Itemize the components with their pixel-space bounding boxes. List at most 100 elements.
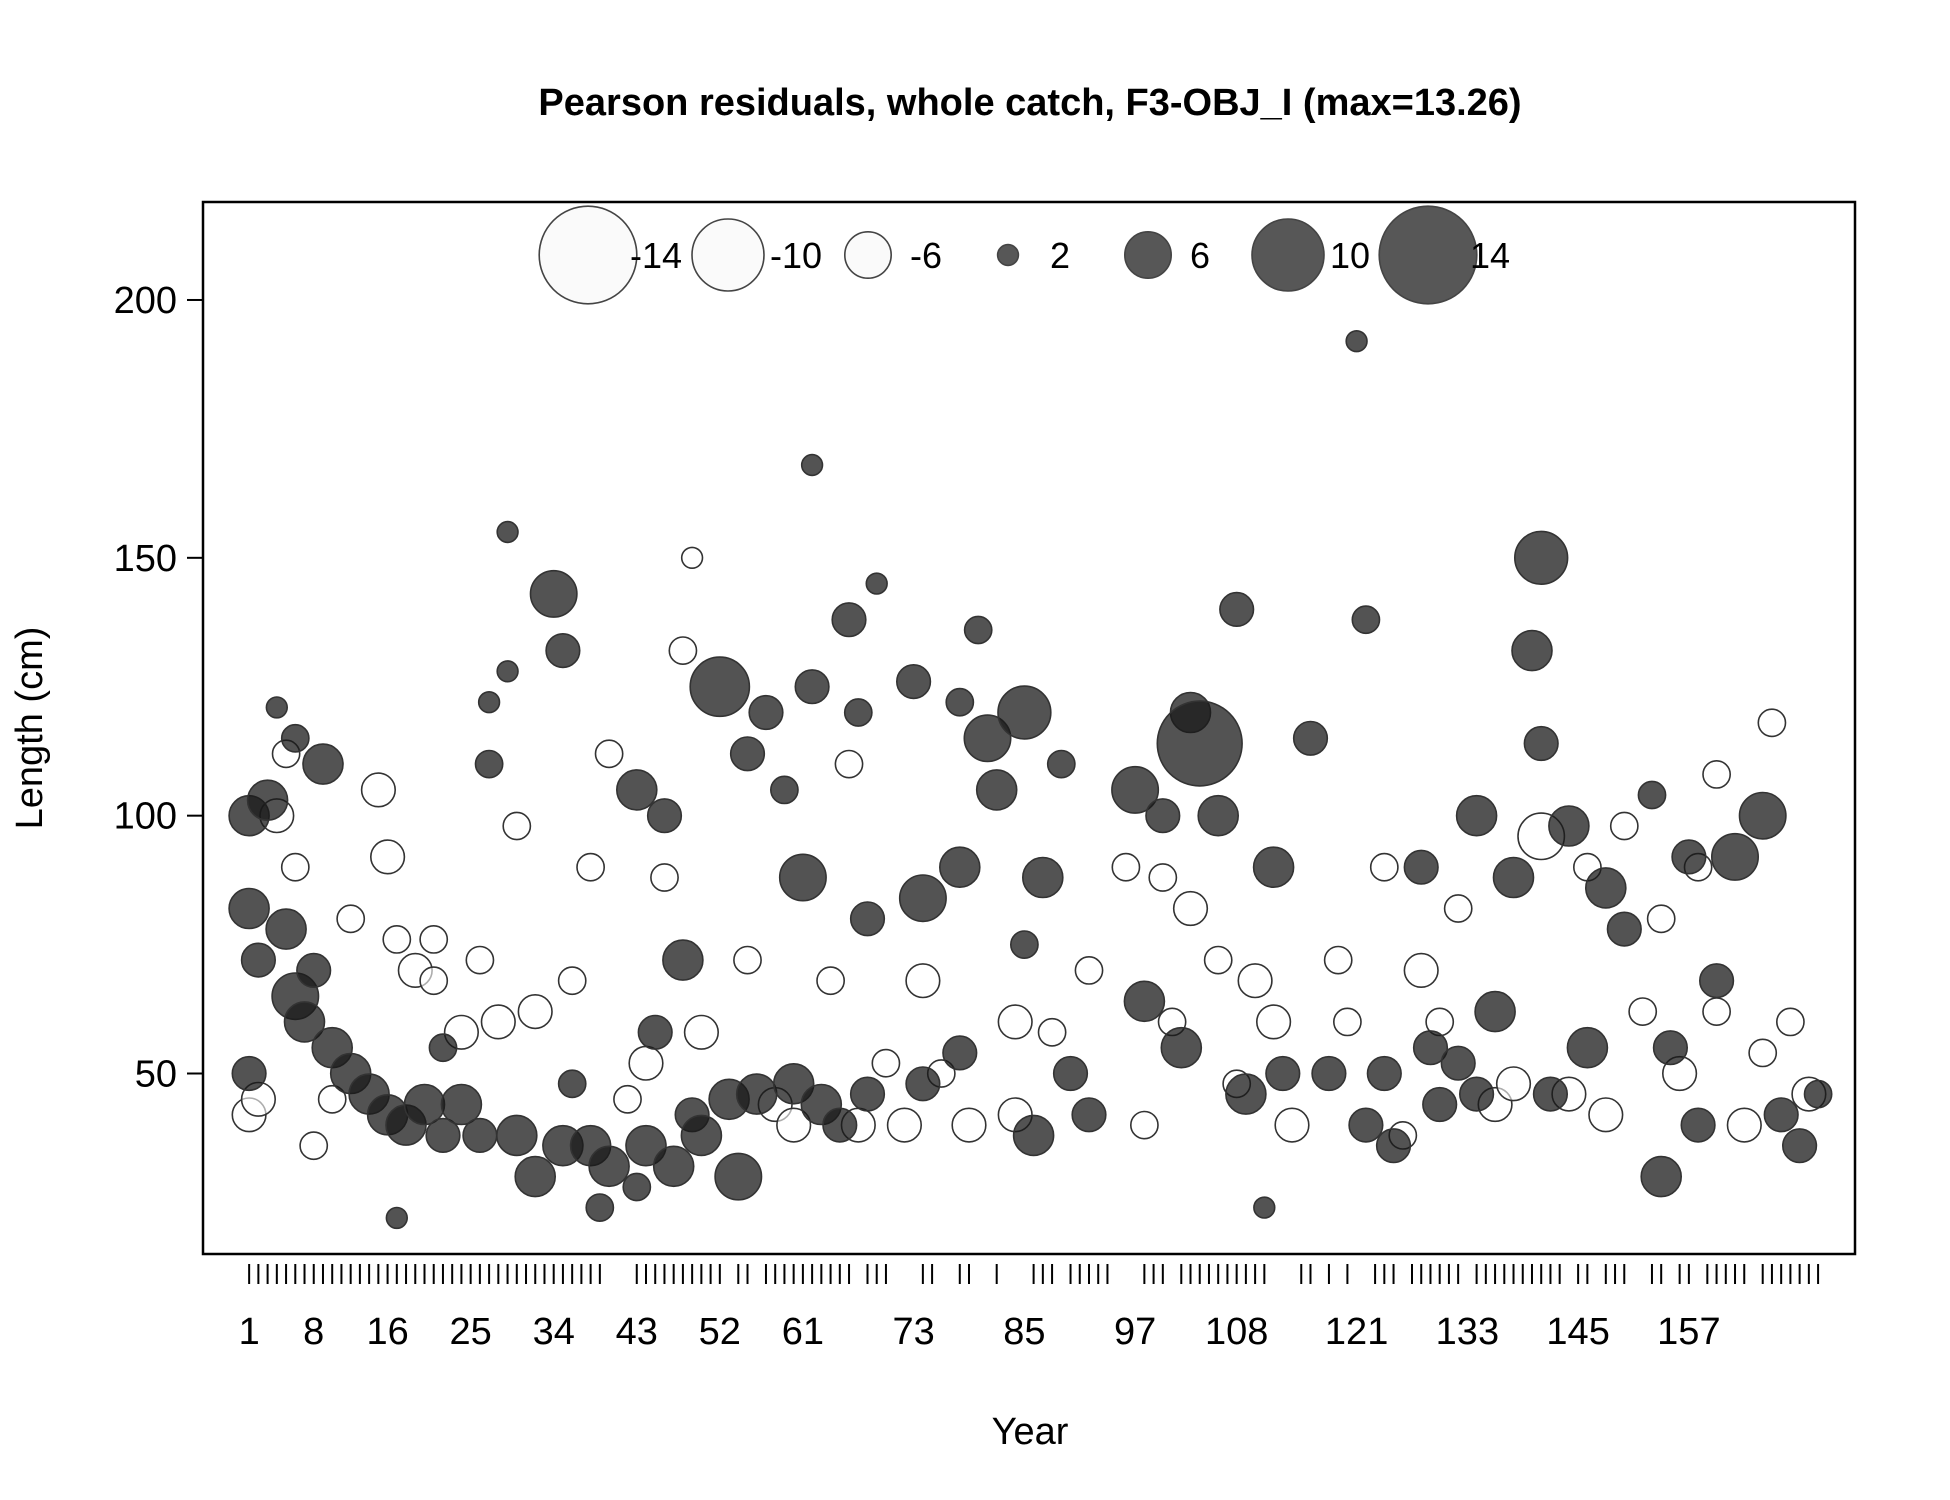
positive-residual-point [246,779,289,822]
negative-residual-point [733,945,762,975]
positive-residual-point [1474,990,1516,1033]
positive-residual-point [1523,725,1559,762]
negative-residual-point [360,772,397,808]
negative-residual-point [1609,811,1639,841]
positive-residual-point [849,901,886,937]
positive-residual-point [585,1193,615,1223]
positive-residual-point [1403,849,1439,885]
negative-residual-point [1702,760,1732,789]
positive-residual-point [945,687,975,717]
positive-residual-point [496,520,519,544]
chart-title: Pearson residuals, whole catch, F3-OBJ_I… [538,82,1521,124]
negative-residual-point [576,852,606,882]
positive-residual-point [1412,1030,1449,1066]
negative-residual-point [871,1048,901,1078]
negative-residual-point [370,839,406,875]
positive-residual-point [496,660,519,683]
positive-residual-point [1511,629,1553,672]
positive-residual-point [652,1145,695,1188]
legend-symbol [538,205,638,305]
positive-residual-point [265,908,307,950]
x-axis-label: Year [992,1411,1069,1453]
legend: -14 -10 -6 2 6 10 14 [538,205,1510,305]
negative-residual-point [1333,1007,1362,1037]
positive-residual-point [849,1076,886,1112]
positive-residual-point [265,696,288,719]
x-tick-label: 157 [1657,1311,1720,1353]
negative-residual-point [382,925,412,954]
legend-label: 6 [1190,235,1210,276]
legend-label: -14 [630,235,682,276]
positive-residual-point [997,685,1052,740]
x-tick-label: 145 [1546,1311,1609,1353]
positive-residual-point [1253,1196,1276,1219]
positive-residual-point [545,632,581,669]
negative-residual-point [776,1107,812,1143]
x-axis: 1 8 16 25 34 43 52 61 73 85 97 108 121 133 145 157 [239,1264,1820,1353]
negative-residual-point [834,749,864,779]
negative-residual-point [1172,890,1209,927]
positive-residual-point [770,775,799,805]
positive-residual-point [1671,839,1707,875]
y-tick-label: 150 [114,538,177,580]
positive-residual-point [1348,1107,1384,1143]
negative-residual-point [299,1131,329,1161]
negative-residual-point [1702,997,1732,1027]
positive-residual-point [975,769,1018,811]
negative-residual-point [668,636,698,666]
positive-residual-point [1197,794,1239,837]
positive-residual-point [1265,1055,1301,1092]
negative-residual-point [997,1004,1033,1040]
positive-residual-point [1513,530,1569,585]
x-tick-label: 25 [450,1311,492,1353]
positive-residual-point [615,769,658,811]
negative-residual-point [336,904,366,934]
positive-residual-point [1548,805,1590,847]
negative-residual-point [1130,1110,1159,1140]
positive-residual-point [1145,798,1181,834]
positive-residual-point [1637,780,1667,810]
negative-residual-point [1646,904,1676,934]
x-tick-label: 121 [1325,1311,1388,1353]
positive-residual-point [428,1033,458,1063]
positive-residual-point [1052,1055,1089,1092]
positive-residual-point [385,1206,408,1230]
y-tick-label: 100 [114,796,177,838]
positive-residual-point [1652,1030,1688,1066]
y-tick-label: 50 [135,1054,177,1096]
negative-residual-point [317,1084,347,1114]
legend-symbol [1251,218,1325,292]
legend-label: 2 [1050,235,1070,276]
negative-residual-point [557,966,587,996]
y-axis: 50 100 150 200 [114,280,203,1096]
positive-residual-point [1111,765,1160,814]
negative-residual-point [628,1045,664,1081]
positive-residual-point [963,714,1012,763]
negative-residual-point [1203,945,1233,975]
legend-symbol [843,231,892,280]
x-tick-label: 73 [892,1311,934,1353]
positive-residual-point [474,749,504,779]
positive-residual-point [865,572,888,595]
positive-residual-point [302,743,344,785]
negative-residual-point [650,863,679,892]
positive-residual-point [895,663,932,700]
negative-residual-point [1726,1107,1762,1143]
negative-residual-point [1443,894,1473,923]
negative-residual-point [1255,1004,1292,1040]
positive-residual-point [1566,1026,1609,1069]
positive-residual-point [228,887,270,930]
x-tick-label: 85 [1003,1311,1045,1353]
positive-residual-point [1606,911,1642,947]
positive-residual-point [1640,1155,1682,1198]
negative-residual-point [1074,956,1104,985]
negative-residual-point [594,739,624,769]
positive-residual-point [1160,1026,1203,1069]
legend-symbol [691,218,765,292]
x-tick-label: 8 [303,1311,324,1353]
positive-residual-point [283,1001,326,1043]
positive-residual-point [1292,720,1329,756]
positive-residual-point [514,1155,557,1198]
positive-residual-point [1763,1097,1799,1133]
positive-residual-point [1351,605,1381,635]
